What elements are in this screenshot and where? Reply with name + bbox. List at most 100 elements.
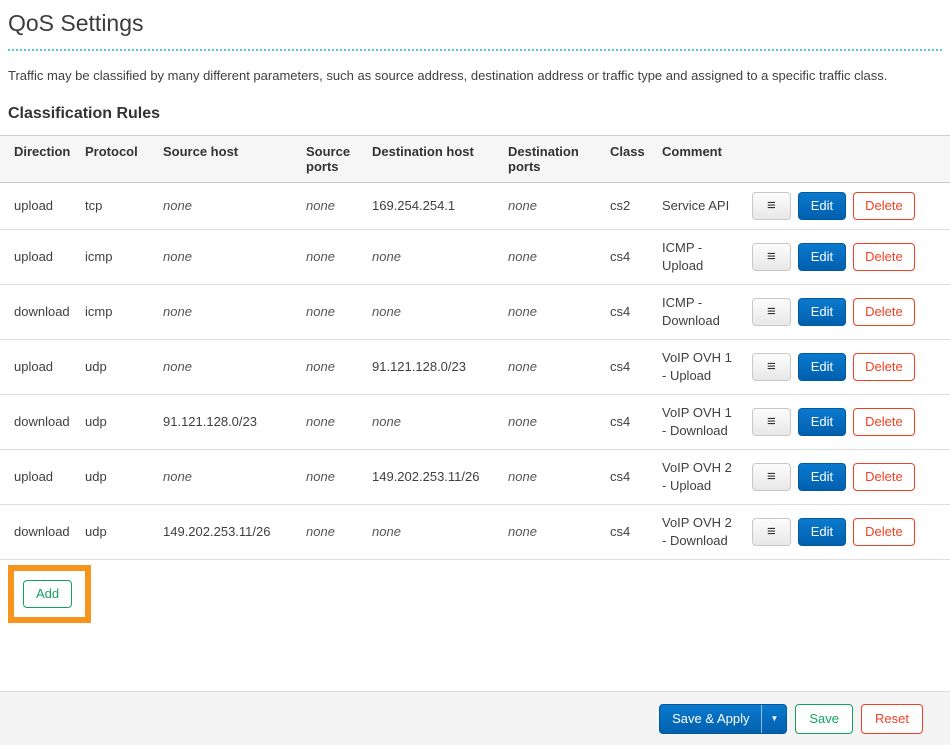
cell-actions: ≡ Edit Delete — [746, 182, 950, 230]
cell-source-host: none — [157, 449, 300, 505]
row-menu-button[interactable]: ≡ — [752, 192, 791, 220]
cell-actions: ≡ Edit Delete — [746, 284, 950, 340]
cell-destination-host: none — [366, 504, 502, 560]
col-header-class: Class — [604, 135, 656, 183]
row-menu-button[interactable]: ≡ — [752, 518, 791, 546]
row-edit-button[interactable]: Edit — [797, 408, 847, 436]
cell-destination-host: none — [366, 284, 502, 340]
cell-source-ports: none — [300, 229, 366, 285]
row-actions: ≡ Edit Delete — [752, 298, 944, 326]
row-delete-button[interactable]: Delete — [853, 298, 915, 326]
page-title: QoS Settings — [8, 10, 144, 36]
row-menu-button[interactable]: ≡ — [752, 298, 791, 326]
cell-class: cs4 — [604, 504, 656, 560]
cell-destination-host: none — [366, 229, 502, 285]
cell-comment: Service API — [656, 182, 746, 230]
save-apply-button[interactable]: Save & Apply ▼ — [659, 703, 788, 734]
cell-comment: VoIP OVH 2 - Upload — [656, 449, 746, 505]
cell-direction: upload — [0, 229, 79, 285]
comment-text: ICMP - Download — [662, 295, 720, 328]
comment-text: VoIP OVH 2 - Upload — [662, 460, 732, 493]
cell-class: cs4 — [604, 229, 656, 285]
col-header-source-host: Source host — [157, 135, 300, 183]
cell-source-ports: none — [300, 504, 366, 560]
cell-actions: ≡ Edit Delete — [746, 339, 950, 395]
cell-direction: upload — [0, 449, 79, 505]
comment-text: VoIP OVH 1 - Upload — [662, 350, 732, 383]
cell-destination-host: 91.121.128.0/23 — [366, 339, 502, 395]
comment-text: Service API — [662, 198, 730, 213]
comment-text: VoIP OVH 1 - Download — [662, 405, 732, 438]
row-actions: ≡ Edit Delete — [752, 353, 944, 381]
col-header-destination-ports: Destination ports — [502, 135, 604, 183]
row-menu-button[interactable]: ≡ — [752, 408, 791, 436]
cell-protocol: udp — [79, 504, 157, 560]
table-row: upload udp none none 91.121.128.0/23 non… — [0, 339, 950, 395]
row-actions: ≡ Edit Delete — [752, 408, 944, 436]
cell-actions: ≡ Edit Delete — [746, 394, 950, 450]
cell-direction: download — [0, 284, 79, 340]
cell-protocol: udp — [79, 339, 157, 395]
cell-destination-ports: none — [502, 504, 604, 560]
cell-source-ports: none — [300, 284, 366, 340]
cell-destination-host: 169.254.254.1 — [366, 182, 502, 230]
chevron-down-icon[interactable]: ▼ — [761, 704, 786, 733]
row-edit-button[interactable]: Edit — [797, 463, 847, 491]
page-description: Traffic may be classified by many differ… — [8, 68, 888, 83]
table-row: download udp 91.121.128.0/23 none none n… — [0, 394, 950, 450]
add-rule-area: Add — [0, 560, 950, 623]
cell-destination-ports: none — [502, 284, 604, 340]
cell-comment: VoIP OVH 1 - Upload — [656, 339, 746, 395]
cell-actions: ≡ Edit Delete — [746, 229, 950, 285]
cell-protocol: icmp — [79, 229, 157, 285]
cell-destination-host: 149.202.253.11/26 — [366, 449, 502, 505]
dotted-separator — [8, 49, 942, 51]
cell-protocol: udp — [79, 394, 157, 450]
cell-actions: ≡ Edit Delete — [746, 449, 950, 505]
cell-source-ports: none — [300, 449, 366, 505]
col-header-source-ports: Source ports — [300, 135, 366, 183]
row-edit-button[interactable]: Edit — [797, 243, 847, 271]
row-menu-button[interactable]: ≡ — [752, 243, 791, 271]
cell-source-ports: none — [300, 182, 366, 230]
row-edit-button[interactable]: Edit — [797, 192, 847, 220]
row-actions: ≡ Edit Delete — [752, 192, 944, 220]
cell-source-host: 91.121.128.0/23 — [157, 394, 300, 450]
cell-destination-ports: none — [502, 182, 604, 230]
comment-text: ICMP - Upload — [662, 240, 704, 273]
cell-destination-ports: none — [502, 339, 604, 395]
save-button[interactable]: Save — [795, 703, 854, 734]
row-delete-button[interactable]: Delete — [853, 518, 915, 546]
col-header-comment: Comment — [656, 135, 746, 183]
table-row: download icmp none none none none cs4 IC… — [0, 284, 950, 340]
row-delete-button[interactable]: Delete — [853, 353, 915, 381]
reset-button[interactable]: Reset — [861, 703, 923, 734]
cell-source-host: none — [157, 182, 300, 230]
table-row: upload icmp none none none none cs4 ICMP… — [0, 229, 950, 285]
cell-source-ports: none — [300, 339, 366, 395]
cell-direction: download — [0, 394, 79, 450]
row-menu-button[interactable]: ≡ — [752, 353, 791, 381]
col-header-destination-host: Destination host — [366, 135, 502, 183]
row-menu-button[interactable]: ≡ — [752, 463, 791, 491]
col-header-actions — [746, 135, 950, 183]
cell-direction: download — [0, 504, 79, 560]
row-edit-button[interactable]: Edit — [797, 353, 847, 381]
row-delete-button[interactable]: Delete — [853, 192, 915, 220]
cell-source-ports: none — [300, 394, 366, 450]
row-delete-button[interactable]: Delete — [853, 243, 915, 271]
cell-comment: VoIP OVH 1 - Download — [656, 394, 746, 450]
row-actions: ≡ Edit Delete — [752, 243, 944, 271]
table-row: upload tcp none none 169.254.254.1 none … — [0, 182, 950, 230]
cell-class: cs2 — [604, 182, 656, 230]
row-edit-button[interactable]: Edit — [797, 518, 847, 546]
cell-source-host: none — [157, 339, 300, 395]
row-delete-button[interactable]: Delete — [853, 408, 915, 436]
cell-class: cs4 — [604, 339, 656, 395]
add-button[interactable]: Add — [23, 580, 73, 608]
row-delete-button[interactable]: Delete — [853, 463, 915, 491]
cell-class: cs4 — [604, 449, 656, 505]
row-actions: ≡ Edit Delete — [752, 518, 944, 546]
row-edit-button[interactable]: Edit — [797, 298, 847, 326]
col-header-protocol: Protocol — [79, 135, 157, 183]
